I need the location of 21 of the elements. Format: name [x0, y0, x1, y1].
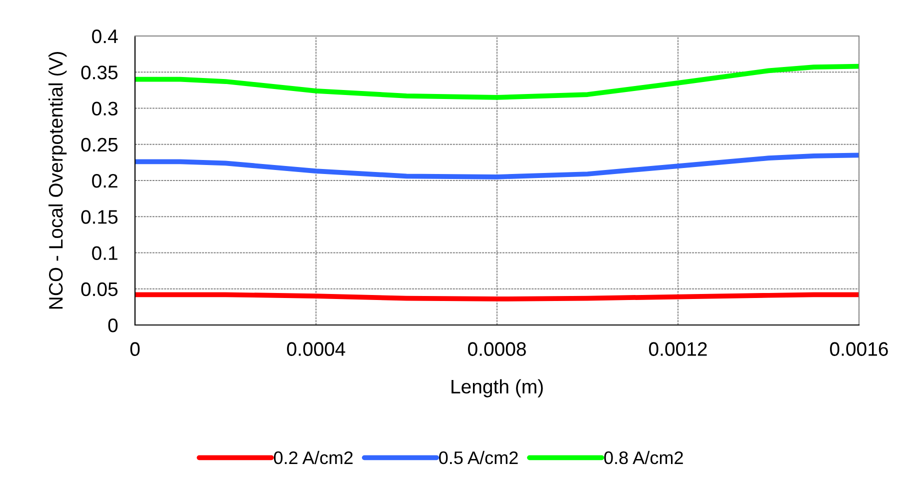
x-tick-label: 0.0004	[287, 342, 346, 356]
y-tick-label: 0.1	[92, 246, 118, 260]
y-tick-label: 0	[108, 318, 118, 332]
y-tick-label: 0.15	[81, 210, 118, 224]
legend-label: 0.2 A/cm2	[274, 450, 353, 464]
line-series	[135, 64, 859, 100]
y-tick-label: 0.25	[81, 138, 118, 152]
y-tick-label: 0.4	[92, 29, 118, 44]
x-tick-label: 0.0012	[649, 342, 707, 356]
y-tick-label: 0.3	[92, 102, 118, 116]
y-tick-label: 0.2	[92, 174, 118, 188]
x-axis-title: Length (m)	[452, 379, 543, 398]
legend-label: 0.5 A/cm2	[439, 450, 518, 464]
legend-label: 0.8 A/cm2	[604, 450, 683, 464]
x-tick-label: 0.0008	[468, 342, 526, 356]
x-tick-label: 0.0016	[830, 342, 888, 356]
y-tick-label: 0.35	[81, 66, 118, 80]
y-tick-label: 0.05	[81, 282, 118, 296]
line-series	[135, 152, 859, 180]
x-tick-label: 0	[130, 342, 140, 356]
y-axis-title: NCO - Local Overpotential (V)	[48, 52, 67, 309]
